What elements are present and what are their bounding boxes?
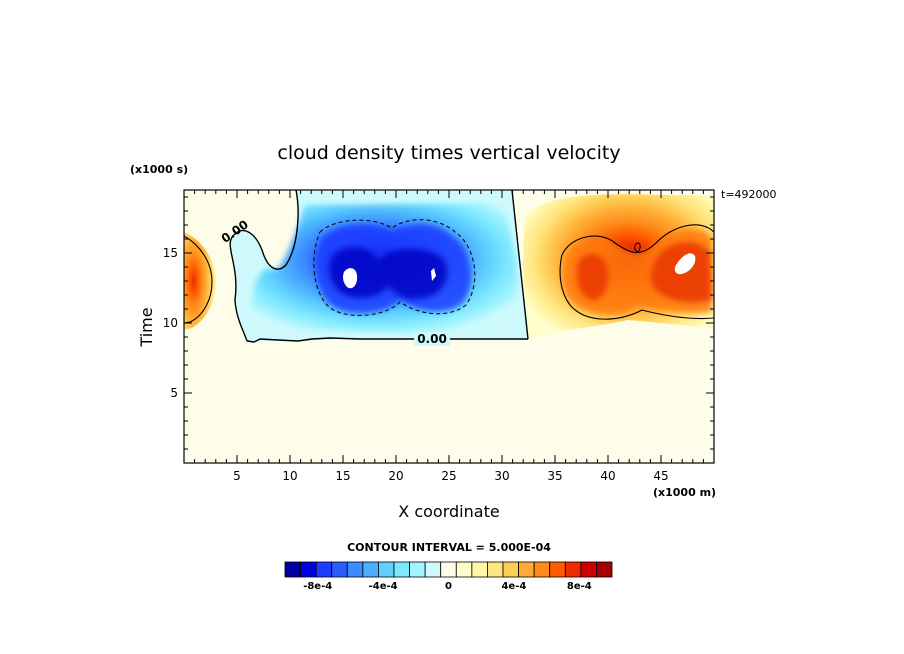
x-tick-label-40: 40	[600, 469, 615, 483]
y-tick-labels: 5 10 15	[163, 246, 178, 400]
positive-spot	[431, 268, 436, 281]
time-annotation: t=492000	[721, 188, 777, 201]
contour-label-bg	[414, 332, 450, 346]
y-axis-ticks	[184, 196, 714, 450]
x-tick-label-35: 35	[547, 469, 562, 483]
colorbar	[284, 561, 613, 578]
x-tick-label-10: 10	[282, 469, 297, 483]
colorbar-swatch-9	[424, 561, 442, 578]
colorbar-label-1: -4e-4	[369, 581, 398, 592]
colorbar-swatch-2	[315, 561, 333, 578]
colorbar-labels: -8e-4 -4e-4 0 4e-4 8e-4	[303, 581, 592, 592]
contour-interval-label: CONTOUR INTERVAL = 5.000E-04	[347, 541, 551, 554]
colorbar-swatch-4	[346, 561, 364, 578]
neg-contour-1	[313, 219, 476, 316]
pos-contour-left	[184, 235, 213, 324]
y-tick-label-15: 15	[163, 246, 178, 260]
colorbar-swatch-0	[284, 561, 301, 578]
colorbar-swatch-12	[471, 561, 488, 578]
pos-contour-small	[634, 242, 641, 253]
x-tick-label-30: 30	[494, 469, 509, 483]
colorbar-label-4: 8e-4	[567, 581, 592, 592]
colorbar-swatch-19	[580, 561, 597, 578]
y-tick-label-10: 10	[163, 316, 178, 330]
x-tick-label-45: 45	[653, 469, 668, 483]
colorbar-swatch-10	[440, 561, 457, 578]
colorbar-swatch-5	[362, 561, 379, 578]
colorbar-label-2: 0	[445, 581, 452, 592]
colorbar-swatch-3	[331, 561, 348, 578]
colorbar-label-0: -8e-4	[303, 581, 332, 592]
overflow-island	[674, 253, 696, 275]
x-tick-label-15: 15	[335, 469, 350, 483]
x-units-label: (x1000 m)	[653, 486, 716, 499]
left-positive-region-fill	[184, 232, 216, 330]
colorbar-swatch-16	[533, 561, 551, 578]
colorbar-swatch-1	[300, 561, 317, 578]
colorbar-label-3: 4e-4	[501, 581, 526, 592]
negative-max-fill	[329, 247, 448, 300]
right-positive-strong-fill	[576, 242, 712, 303]
positive-island	[343, 268, 358, 289]
colorbar-swatch-7	[393, 561, 410, 578]
colorbar-swatch-20	[596, 561, 613, 578]
x-tick-label-5: 5	[233, 469, 241, 483]
colorbar-swatch-6	[378, 561, 395, 578]
pos-contour-right	[559, 224, 714, 320]
colorbar-swatch-17	[549, 561, 566, 578]
y-tick-label-5: 5	[170, 386, 178, 400]
x-tick-label-20: 20	[388, 469, 403, 483]
x-axis-ticks	[194, 190, 704, 463]
zero-contour	[229, 190, 529, 343]
contour-label-bottom: 0.00	[417, 332, 447, 346]
y-units-label: (x1000 s)	[130, 163, 188, 176]
colorbar-swatch-14	[502, 561, 519, 578]
x-tick-label-25: 25	[441, 469, 456, 483]
colorbar-swatch-15	[518, 561, 535, 578]
y-axis-label: Time	[137, 307, 156, 347]
colorbar-swatch-11	[455, 561, 473, 578]
colorbar-swatch-8	[409, 561, 426, 578]
chart-title: cloud density times vertical velocity	[277, 142, 620, 164]
plot-area	[184, 190, 714, 463]
colorbar-swatch-13	[487, 561, 504, 578]
colorbar-swatch-18	[564, 561, 582, 578]
x-axis-label: X coordinate	[398, 502, 499, 521]
x-tick-labels: 5 10 15 20 25 30 35 40 45	[233, 469, 668, 483]
